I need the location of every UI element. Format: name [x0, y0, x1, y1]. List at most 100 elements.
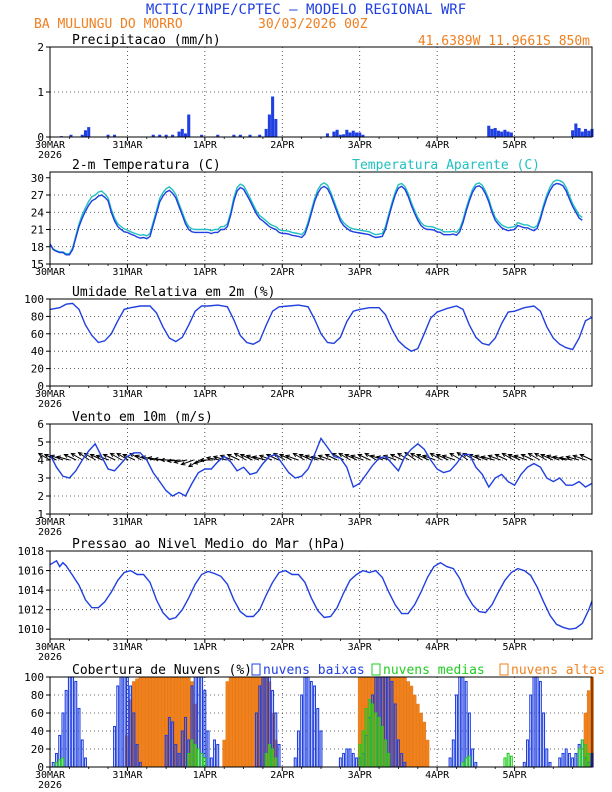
precip-bar [258, 134, 262, 137]
x-tick-label: 2APR [270, 140, 295, 151]
cloud-low-bar [561, 752, 565, 768]
wind-arrow-head [415, 453, 421, 458]
wind-arrow [430, 453, 443, 461]
y-tick-label: 0 [37, 380, 44, 393]
cloud-low-bar [71, 676, 75, 768]
wind-arrow-head [298, 453, 304, 458]
precip-bar [200, 134, 204, 137]
cloud-low-bar [455, 694, 458, 768]
cloud-low-bar [545, 748, 549, 768]
x-tick-label: 31MAR [112, 267, 143, 278]
y-tick-label: 3 [37, 472, 44, 485]
cloud-low-bar [345, 748, 349, 768]
x-tick-label: 1APR [193, 140, 218, 151]
precip-bar [503, 129, 507, 137]
x-tick-label: 3APR [348, 140, 373, 151]
y-tick-label: 6 [37, 418, 44, 431]
cloud-high-bar [138, 676, 143, 768]
precip-bar [577, 128, 581, 137]
panel-title: Cobertura de Nuvens (%) [72, 663, 252, 678]
cloud-high-bar [412, 694, 417, 768]
y-tick-label: 40 [31, 725, 44, 738]
cloud-low-bar [113, 725, 116, 768]
precip-bar [584, 128, 588, 137]
precip-bar [171, 134, 175, 137]
wind-arrow [279, 454, 292, 461]
series-line [49, 559, 593, 630]
cloud-low-bar [74, 680, 78, 768]
wind-arrow-head [70, 452, 76, 458]
cloud-high-bar [415, 703, 420, 768]
precip-bar [490, 128, 494, 137]
cloud-low-bar [80, 739, 84, 768]
cloud-mid-bar [509, 755, 513, 768]
wind-arrow [357, 454, 371, 461]
series-line [49, 182, 583, 256]
wind-arrow [502, 453, 514, 461]
cloud-high-bar [151, 676, 156, 768]
cloud-low-bar [574, 752, 578, 768]
x-tick-label: 4APR [425, 140, 450, 151]
wind-arrow [468, 454, 482, 461]
wind-arrow-head [527, 452, 533, 458]
x-tick-label: 31MAR [112, 389, 143, 400]
wind-arrow [481, 456, 495, 461]
precip-bar [496, 130, 500, 137]
cloud-low-bar [213, 739, 216, 768]
wind-arrow [344, 454, 358, 461]
wind-arrow [90, 454, 103, 461]
x-year-label: 2026 [38, 399, 62, 410]
cloud-low-bar [122, 676, 126, 768]
cloud-low-bar [471, 748, 475, 768]
x-tick-label: 5APR [503, 389, 528, 400]
cloud-low-bar [567, 752, 571, 768]
coords-label: 41.6389W 11.9661S 850m [418, 34, 590, 49]
cloud-high-bar [251, 676, 256, 768]
wind-arrow [252, 456, 266, 461]
wind-arrow-head [474, 454, 480, 459]
x-tick-label: 2APR [270, 642, 295, 653]
precip-bar [177, 131, 181, 137]
wind-arrow-head [513, 454, 519, 459]
series-line [49, 436, 593, 497]
x-tick-label: 4APR [425, 770, 450, 781]
cloud-high-bar [425, 739, 430, 768]
x-tick-label: 2APR [270, 770, 295, 781]
x-tick-label: 5APR [503, 140, 528, 151]
wind-arrow [410, 453, 423, 461]
cloud-low-bar [316, 707, 320, 768]
x-tick-label: 4APR [425, 267, 450, 278]
cloud-high-bar [157, 676, 162, 768]
precip-bar [180, 128, 184, 137]
x-tick-label: 1APR [193, 770, 218, 781]
y-tick-label: 100 [24, 293, 44, 306]
wind-arrow-head [37, 452, 43, 458]
precip-bar [264, 128, 268, 137]
precip-bar [248, 134, 252, 137]
cloud-mid-bar [467, 755, 471, 768]
wind-arrow-head [429, 452, 435, 458]
series-line [49, 302, 593, 352]
wind-arrow [122, 454, 136, 461]
legend-swatch [499, 663, 509, 676]
cloud-low-bar [119, 676, 123, 768]
y-tick-label: 0 [37, 761, 44, 774]
wind-arrow-head [116, 452, 122, 458]
cloud-high-bar [406, 681, 410, 768]
x-tick-label: 2APR [270, 517, 295, 528]
wind-arrow-head [272, 452, 278, 458]
wind-arrow [397, 453, 410, 461]
location-label: BA MULUNGU DO MORRO [34, 17, 183, 32]
x-tick-label: 5APR [503, 770, 528, 781]
x-year-label: 2026 [38, 527, 62, 538]
x-tick-label: 5APR [503, 642, 528, 653]
cloud-low-bar [116, 685, 120, 768]
wind-arrow [78, 452, 90, 461]
y-tick-label: 27 [31, 189, 44, 202]
wind-arrow-head [284, 454, 290, 459]
wind-arrow-head [552, 455, 558, 460]
precip-bar [238, 134, 242, 137]
x-tick-label: 31MAR [112, 517, 143, 528]
